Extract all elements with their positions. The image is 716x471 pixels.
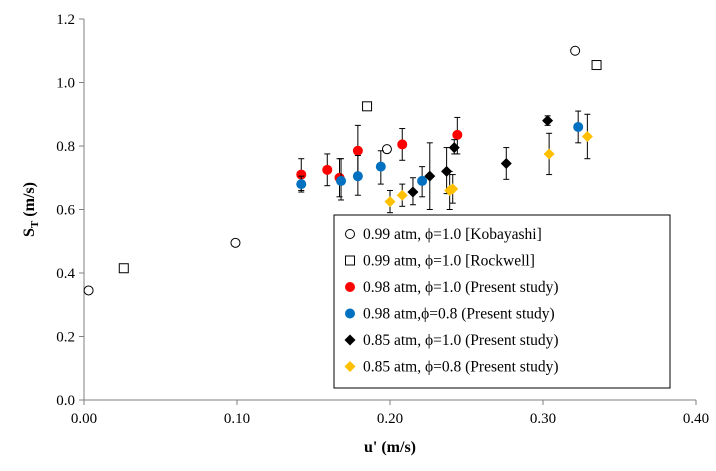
legend-item: 0.85 atm, ϕ=1.0 (Present study) [344, 332, 559, 349]
series-1 [83, 45, 581, 296]
series-4 [296, 110, 584, 201]
series-3 [296, 116, 463, 198]
data-point [230, 237, 241, 248]
legend-item: 0.99 atm, ϕ=1.0 [Kobayashi] [345, 226, 542, 243]
data-point [573, 121, 584, 132]
data-point [322, 164, 333, 175]
data-point [375, 161, 386, 172]
data-point [352, 145, 363, 156]
data-point [417, 175, 428, 186]
legend-label: 0.98 atm, ϕ=1.0 (Present study) [363, 279, 559, 296]
legend: 0.99 atm, ϕ=1.0 [Kobayashi] 0.99 atm, ϕ=1… [333, 214, 671, 389]
data-point [500, 157, 512, 169]
y-axis-title: ST (m/s) [21, 182, 41, 237]
legend-item: 0.98 atm, ϕ=1.0 (Present study) [345, 279, 559, 296]
legend-label: 0.85 atm, ϕ=0.8 (Present study) [363, 359, 559, 376]
y-tick-label: 0.8 [56, 139, 75, 155]
legend-marker [345, 308, 355, 319]
legend-label: 0.85 atm, ϕ=1.0 (Present study) [363, 332, 559, 349]
data-point [296, 169, 307, 180]
x-tick-label: 0.10 [224, 411, 250, 427]
legend-marker [344, 334, 356, 346]
data-point [543, 148, 555, 160]
data-point [424, 170, 436, 182]
y-axis-title-main: S [21, 228, 38, 237]
y-axis-title-sub: T [29, 220, 41, 228]
data-point [447, 183, 459, 195]
x-axis-title: u' (m/s) [364, 439, 416, 456]
legend-marker [345, 255, 355, 266]
x-tick-label: 0.30 [530, 411, 556, 427]
data-point [352, 171, 363, 182]
legend-label: 0.99 atm, ϕ=1.0 [Rockwell] [363, 253, 535, 270]
data-point [396, 189, 408, 201]
data-point [591, 60, 602, 71]
axes [79, 18, 697, 405]
series-5 [407, 115, 554, 210]
legend-marker [345, 282, 355, 292]
data-point [581, 130, 593, 142]
data-point [570, 45, 581, 56]
legend-item: 0.99 atm, ϕ=1.0 [Rockwell] [345, 253, 535, 270]
data-point [336, 175, 347, 186]
data-point [407, 186, 419, 198]
legend-label: 0.98 atm,ϕ=0.8 (Present study) [363, 306, 555, 323]
y-tick-label: 0.4 [56, 266, 75, 282]
y-tick-label: 0.2 [56, 330, 75, 346]
x-tick-label: 0.40 [683, 411, 709, 427]
y-tick-label: 1.2 [56, 12, 75, 28]
data-point [448, 142, 460, 154]
data-point [397, 139, 408, 150]
y-tick-label: 0.0 [56, 393, 75, 409]
data-point [118, 263, 129, 274]
data-points [83, 45, 602, 296]
legend-label: 0.99 atm, ϕ=1.0 [Kobayashi] [363, 226, 542, 243]
y-tick-label: 0.6 [56, 203, 75, 219]
y-tick-label: 1.0 [56, 76, 75, 92]
legend-marker [345, 229, 355, 239]
x-tick-label: 0.20 [377, 411, 403, 427]
data-point [83, 285, 94, 296]
legend-box [333, 214, 671, 389]
data-point [384, 196, 396, 208]
data-point [296, 179, 307, 190]
legend-item: 0.85 atm, ϕ=0.8 (Present study) [344, 359, 559, 376]
y-axis-title-rest: (m/s) [21, 182, 38, 221]
series-6 [384, 113, 593, 214]
data-point [452, 129, 463, 140]
x-tick-label: 0.00 [71, 411, 97, 427]
data-point [381, 144, 392, 155]
data-point [542, 115, 554, 127]
legend-item: 0.98 atm,ϕ=0.8 (Present study) [345, 306, 555, 323]
series-2 [118, 60, 602, 274]
legend-marker [344, 361, 356, 372]
data-point [362, 101, 373, 112]
tick-labels: 0.0 0.2 0.4 0.6 0.8 1.0 1.2 0.00 0.10 0.20 0.30 0.4… [56, 12, 709, 427]
